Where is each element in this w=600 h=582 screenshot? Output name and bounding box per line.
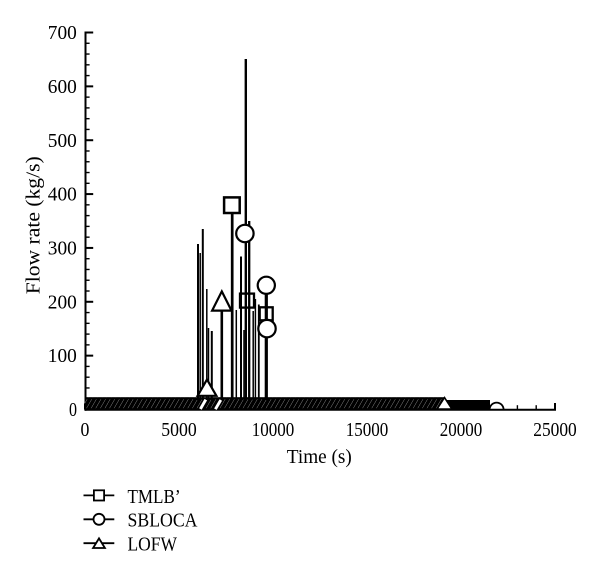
svg-text:600: 600 [48, 76, 77, 98]
svg-text:LOFW: LOFW [128, 534, 178, 556]
svg-text:200: 200 [48, 291, 77, 313]
svg-text:0: 0 [69, 399, 77, 421]
svg-text:Time (s): Time (s) [287, 446, 352, 468]
svg-text:500: 500 [48, 130, 77, 152]
svg-text:TMLB’: TMLB’ [128, 486, 181, 508]
svg-text:5000: 5000 [161, 419, 196, 441]
svg-text:20000: 20000 [440, 419, 483, 441]
svg-text:25000: 25000 [533, 419, 577, 441]
svg-text:15000: 15000 [346, 419, 389, 441]
svg-text:0: 0 [81, 419, 90, 441]
svg-text:400: 400 [48, 184, 77, 206]
svg-text:100: 100 [48, 345, 77, 367]
svg-text:10000: 10000 [252, 419, 295, 441]
svg-text:300: 300 [48, 238, 77, 260]
svg-text:SBLOCA: SBLOCA [128, 510, 198, 532]
svg-text:700: 700 [48, 22, 77, 44]
svg-text:Flow rate (kg/s): Flow rate (kg/s) [22, 156, 44, 294]
